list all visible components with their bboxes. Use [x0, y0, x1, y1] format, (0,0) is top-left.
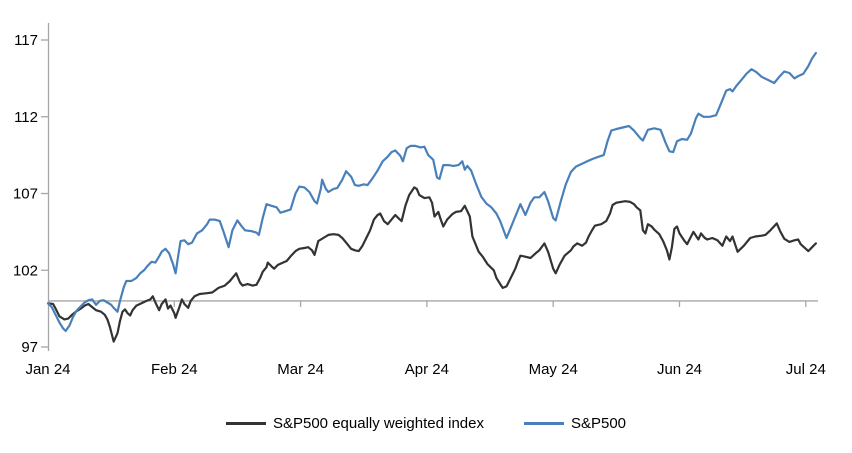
x-tick-label: Jan 24 — [25, 361, 70, 378]
legend-swatch-sp500-line — [523, 422, 564, 425]
legend-label-sp500: S&P500 — [570, 415, 627, 432]
legend-swatch-equal-weight-line — [225, 422, 266, 425]
y-tick-label: 112 — [14, 109, 38, 126]
x-tick-label: Mar 24 — [277, 361, 324, 378]
y-tick-label: 107 — [13, 186, 38, 203]
series-line-equal-weight — [46, 186, 818, 343]
plot-area: 117 112 107 102 97 Jan 24 Feb 24 Mar 24 Apr 24 Ma… — [13, 23, 826, 378]
series-line-sp500 — [46, 51, 818, 332]
legend: S&P500 equally weighted index S&P500 — [0, 415, 852, 432]
y-tick-label: 97 — [21, 339, 38, 356]
x-tick-label: Feb 24 — [151, 361, 198, 378]
x-tick-label: Jun 24 — [657, 361, 702, 378]
legend-item-equal-weight: S&P500 equally weighted index — [225, 415, 484, 432]
legend-item-sp500: S&P500 — [523, 415, 627, 432]
legend-label-equal-weight: S&P500 equally weighted index — [272, 415, 484, 432]
x-tick-label: Apr 24 — [405, 361, 449, 378]
x-tick-label: May 24 — [529, 361, 578, 378]
y-tick-label: 117 — [14, 32, 38, 49]
y-tick-label: 102 — [13, 262, 38, 279]
x-tick-label: Jul 24 — [786, 361, 826, 378]
